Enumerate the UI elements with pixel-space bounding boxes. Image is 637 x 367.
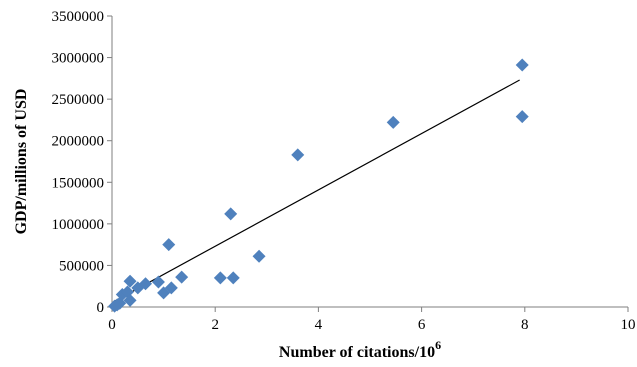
x-tick-label: 0 bbox=[108, 317, 116, 333]
data-point bbox=[162, 238, 176, 252]
y-tick-label: 3000000 bbox=[52, 51, 105, 67]
x-axis-title-superscript: 6 bbox=[435, 338, 441, 352]
data-point bbox=[386, 115, 400, 129]
data-point bbox=[252, 249, 266, 263]
y-axis-title: GDP/millions of USD bbox=[13, 89, 30, 235]
data-point bbox=[515, 110, 529, 124]
data-point bbox=[224, 207, 238, 221]
axes-layer: 0 500000 1000000 1500000 2000000 2500000 30000… bbox=[52, 9, 636, 333]
trendline-layer bbox=[114, 79, 520, 302]
y-tick-label: 2500000 bbox=[52, 92, 105, 108]
data-point bbox=[515, 58, 529, 72]
x-tick-label: 6 bbox=[418, 317, 426, 333]
x-axis-title-text: Number of citations/10 bbox=[279, 344, 435, 361]
data-point bbox=[123, 293, 137, 307]
data-point bbox=[151, 275, 165, 289]
y-tick-label: 2000000 bbox=[52, 134, 105, 150]
data-point bbox=[123, 274, 137, 288]
y-tick-label: 1500000 bbox=[52, 175, 105, 191]
x-tick-label: 4 bbox=[315, 317, 323, 333]
data-point bbox=[291, 148, 305, 162]
points-layer bbox=[108, 58, 529, 313]
y-tick-label: 3500000 bbox=[52, 9, 105, 25]
data-point bbox=[226, 271, 240, 285]
x-tick-label: 8 bbox=[521, 317, 529, 333]
data-point bbox=[213, 271, 227, 285]
y-tick-label: 1000000 bbox=[52, 217, 105, 233]
x-tick-label: 10 bbox=[621, 317, 636, 333]
y-tick-label: 0 bbox=[97, 300, 105, 316]
labels-layer: Number of citations/106 GDP/millions of … bbox=[13, 89, 441, 361]
x-tick-label: 2 bbox=[211, 317, 219, 333]
data-point bbox=[139, 277, 153, 291]
x-axis-title: Number of citations/106 bbox=[279, 338, 441, 361]
trendline bbox=[114, 79, 520, 302]
data-point bbox=[175, 270, 189, 284]
y-tick-label: 500000 bbox=[59, 258, 104, 274]
data-point bbox=[115, 288, 129, 302]
data-point bbox=[164, 281, 178, 295]
